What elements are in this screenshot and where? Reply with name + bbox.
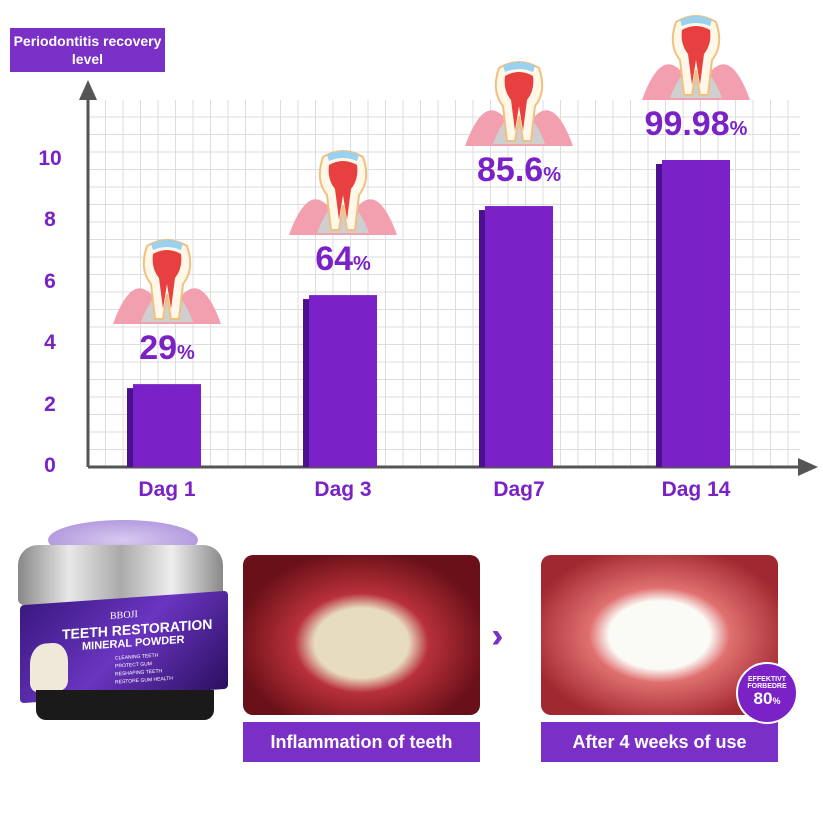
bar-shadow <box>656 164 662 467</box>
before-caption: Inflammation of teeth <box>243 722 480 762</box>
data-label: 85.6% <box>439 151 599 190</box>
y-tick-label: 4 <box>44 331 56 355</box>
x-axis-arrow <box>798 458 818 476</box>
data-label: 29% <box>87 329 247 368</box>
x-tick-label: Dag7 <box>493 478 545 501</box>
improvement-badge: EFFEKTIVT FORBEDRE 80% <box>736 662 798 724</box>
bar-shadow <box>127 388 133 467</box>
x-tick-label: Dag 3 <box>314 478 372 501</box>
tooth-gum-icon <box>287 145 399 245</box>
after-caption: After 4 weeks of use <box>541 722 778 762</box>
badge-line2: FORBEDRE <box>747 683 787 690</box>
bar <box>309 295 377 467</box>
badge-unit: % <box>772 696 781 706</box>
y-tick-label: 2 <box>44 392 56 416</box>
y-tick-label: 0 <box>44 454 56 477</box>
x-tick-label: Dag 1 <box>138 478 196 501</box>
data-label-value: 64 <box>315 240 354 279</box>
data-label: 64% <box>263 240 423 279</box>
bar-shadow <box>303 299 309 467</box>
data-label-value: 99.98 <box>644 105 730 143</box>
badge-value: 80 <box>753 689 773 708</box>
bar-shadow <box>479 210 485 468</box>
tooth-gum-icon <box>463 56 575 156</box>
data-label-unit: % <box>177 342 195 365</box>
data-label-value: 29 <box>139 329 178 368</box>
tooth-icon <box>30 641 68 693</box>
data-label: 99.98% <box>616 105 776 144</box>
y-tick-label: 10 <box>38 147 62 170</box>
bar <box>133 384 201 467</box>
product-brand: BBOJI <box>110 609 138 622</box>
bar <box>662 160 730 467</box>
chart <box>79 80 818 476</box>
product-jar: BBOJI TEETH RESTORATION MINERAL POWDER C… <box>8 520 233 720</box>
badge-line1: EFFEKTIVT <box>747 676 787 683</box>
data-label-value: 85.6 <box>477 151 544 190</box>
before-photo <box>243 555 480 715</box>
data-label-unit: % <box>543 164 561 187</box>
chart-title: Periodontitis recovery level <box>10 28 165 72</box>
x-tick-label: Dag 14 <box>661 478 731 501</box>
y-tick-label: 6 <box>44 269 56 293</box>
y-tick-label: 8 <box>44 208 56 232</box>
y-axis-arrow <box>79 80 97 100</box>
data-label-unit: % <box>729 118 748 140</box>
data-label-unit: % <box>353 253 371 276</box>
tooth-gum-icon <box>111 234 223 334</box>
tooth-gum-icon <box>640 10 752 110</box>
bar <box>485 206 553 468</box>
